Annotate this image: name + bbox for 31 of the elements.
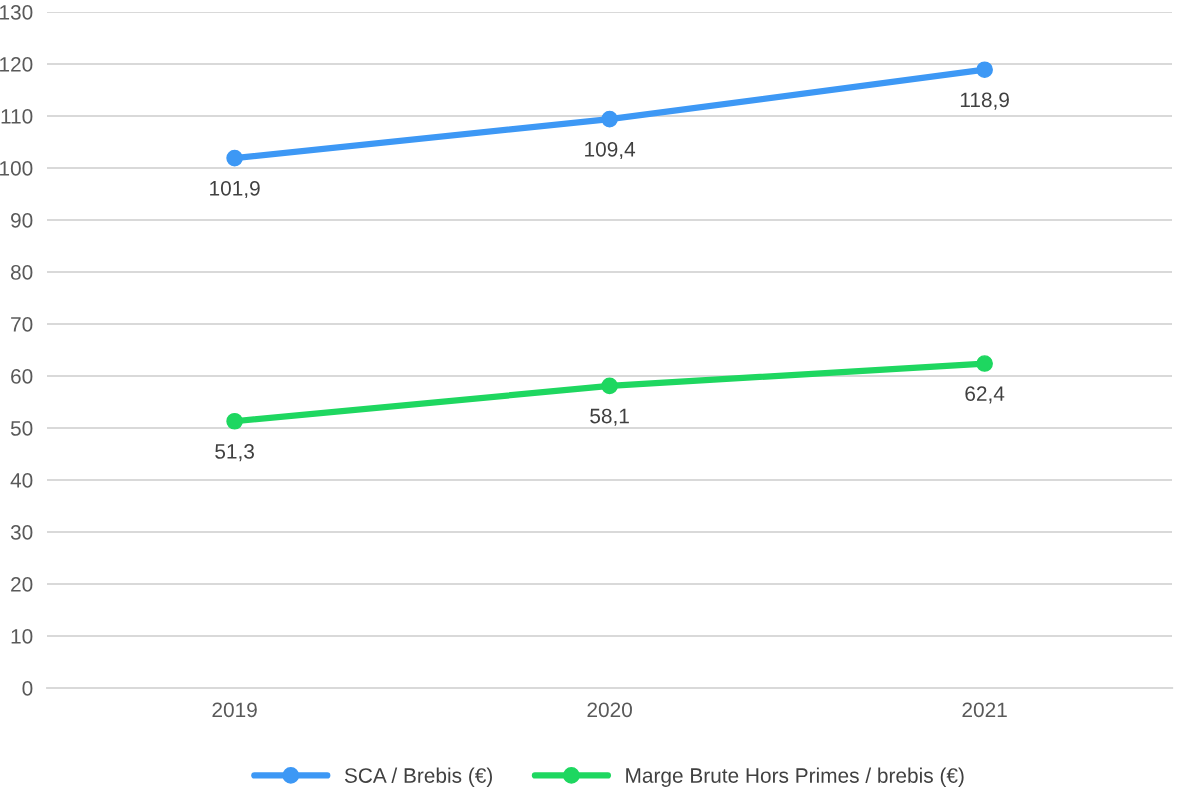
y-tick-label: 110 (1, 109, 33, 124)
data-label: 118,9 (960, 92, 1009, 110)
legend-label: Marge Brute Hors Primes / brebis (€) (626, 767, 964, 788)
point (601, 377, 618, 395)
point (601, 110, 618, 128)
x-tick-label: 2021 (962, 702, 1007, 718)
y-tick-label: 80 (10, 265, 33, 280)
point (976, 61, 993, 79)
data-label: 58,1 (590, 408, 629, 426)
y-tick-label: 100 (0, 161, 33, 176)
y-tick-label: 0 (22, 681, 33, 696)
y-tick-label: 120 (0, 57, 33, 72)
y-tick-label: 70 (11, 317, 33, 332)
x-tick-label: 2019 (212, 702, 257, 718)
data-label: 62,4 (965, 386, 1005, 404)
y-tick-label: 40 (10, 473, 33, 488)
data-label: 109,4 (585, 141, 636, 160)
x-tick-label: 2020 (587, 702, 632, 718)
y-tick-label: 20 (11, 577, 33, 592)
y-tick-label: 90 (11, 213, 33, 228)
y-tick-label: 30 (10, 525, 33, 540)
point (226, 149, 243, 167)
y-tick-label: 10 (11, 629, 33, 644)
legend-label: SCA / Brebis (€) (344, 767, 492, 787)
data-label: 51,3 (215, 444, 254, 462)
point (226, 412, 243, 430)
y-tick-label: 130 (0, 5, 33, 20)
data-label: 101,9 (210, 180, 260, 199)
y-tick-label: 50 (10, 421, 33, 436)
point (976, 355, 993, 372)
y-tick-label: 60 (11, 369, 33, 384)
